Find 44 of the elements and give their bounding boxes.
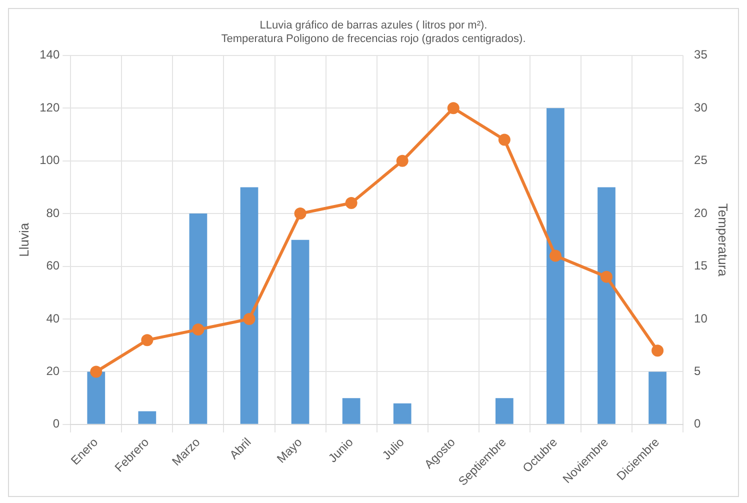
y-tick-label: 80 (46, 206, 60, 220)
y2-tick-label: 10 (694, 311, 708, 326)
point (141, 334, 154, 346)
y-tick-label: 20 (46, 364, 60, 378)
y2-tick-label: 30 (694, 100, 708, 114)
bar (291, 240, 310, 424)
y-axis-title: Lluvia (16, 222, 32, 257)
bar (87, 372, 106, 424)
y-tick-label: 100 (40, 153, 60, 168)
chart-title: LLuvia gráfico de barras azules ( litros por m²). (260, 20, 488, 32)
bar (495, 398, 514, 424)
y2-tick-label: 35 (694, 48, 708, 62)
point (600, 270, 612, 283)
y-tick-label: 120 (40, 100, 60, 114)
y-tick-label: 40 (46, 311, 60, 326)
y2-tick-label: 25 (694, 153, 708, 168)
x-tick-label: Julio (379, 434, 408, 462)
point (652, 344, 664, 357)
y2-axis-title: Temperatura (716, 203, 731, 278)
y-tick-label: 0 (52, 416, 60, 431)
point (294, 208, 306, 220)
point (192, 324, 204, 336)
chart-subtitle: Temperatura Poligono de frecencias rojo (grados centigrados). (221, 32, 526, 45)
point (90, 366, 102, 378)
bar (393, 403, 412, 424)
point (498, 134, 510, 146)
y2-tick-label: 20 (694, 206, 708, 220)
y2-tick-label: 0 (694, 416, 702, 431)
bar (138, 411, 156, 424)
y-tick-label: 60 (46, 258, 60, 273)
point (243, 312, 256, 325)
bar (342, 398, 360, 424)
y2-tick-label: 5 (694, 364, 702, 378)
point (396, 154, 408, 167)
bar (240, 187, 258, 424)
bar (189, 214, 208, 424)
bar (546, 108, 564, 424)
point (549, 250, 562, 262)
y-tick-label: 140 (40, 48, 60, 62)
bar (648, 372, 666, 424)
y2-tick-label: 15 (694, 258, 708, 273)
point (447, 102, 460, 114)
bar (598, 187, 616, 424)
point (345, 197, 358, 210)
